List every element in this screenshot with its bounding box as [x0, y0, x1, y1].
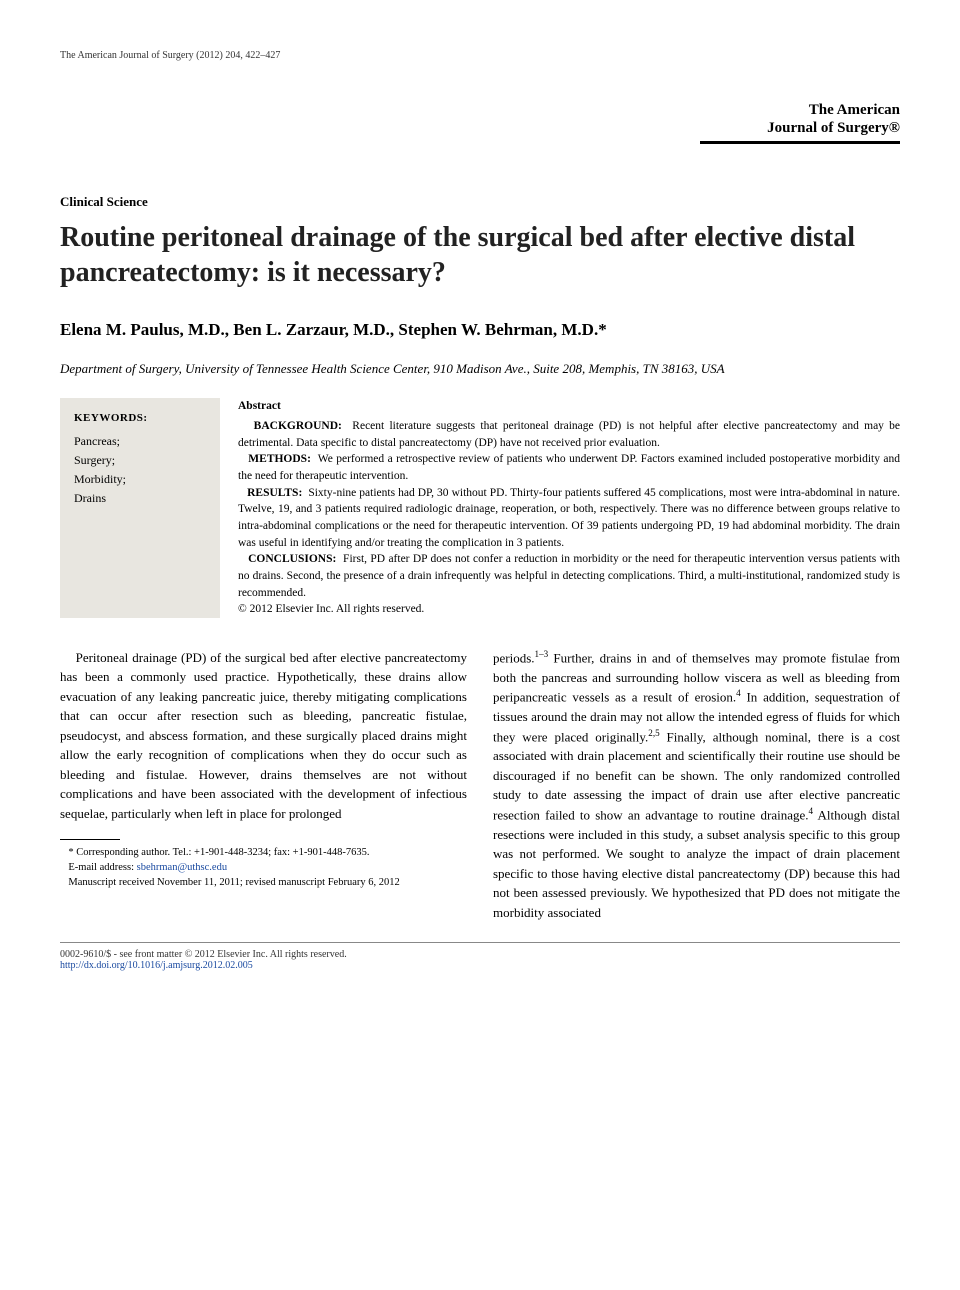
brand-rule: [700, 141, 900, 144]
body-right-para: periods.1–3 Further, drains in and of th…: [493, 648, 900, 922]
doi-link[interactable]: http://dx.doi.org/10.1016/j.amjsurg.2012…: [60, 960, 253, 971]
body-left-para: Peritoneal drainage (PD) of the surgical…: [60, 648, 467, 824]
keyword-item: Surgery;: [74, 451, 206, 470]
results-label: RESULTS:: [247, 487, 302, 499]
keyword-item: Drains: [74, 489, 206, 508]
bottom-meta: 0002-9610/$ - see front matter © 2012 El…: [60, 949, 900, 971]
body-right-e: Although distal resections were included…: [493, 807, 900, 920]
authors: Elena M. Paulus, M.D., Ben L. Zarzaur, M…: [60, 320, 900, 340]
body-columns: Peritoneal drainage (PD) of the surgical…: [60, 648, 900, 922]
footnote-rule: [60, 839, 120, 840]
journal-brand: The American Journal of Surgery®: [60, 101, 900, 137]
abstract-head: Abstract: [238, 398, 900, 415]
fn-manuscript: Manuscript received November 11, 2011; r…: [60, 876, 467, 891]
fn-corresponding: * Corresponding author. Tel.: +1-901-448…: [60, 846, 467, 861]
abstract-background: BACKGROUND: Recent literature suggests t…: [238, 418, 900, 451]
keyword-item: Pancreas;: [74, 432, 206, 451]
fn-email-link[interactable]: sbehrman@uthsc.edu: [137, 862, 227, 873]
affiliation: Department of Surgery, University of Ten…: [60, 360, 900, 378]
keywords-box: KEYWORDS: Pancreas; Surgery; Morbidity; …: [60, 398, 220, 618]
bottom-left: 0002-9610/$ - see front matter © 2012 El…: [60, 949, 347, 971]
brand-line1: The American: [60, 101, 900, 119]
abstract-conclusions: CONCLUSIONS: First, PD after DP does not…: [238, 551, 900, 601]
front-matter: 0002-9610/$ - see front matter © 2012 El…: [60, 949, 347, 960]
body-col-right: periods.1–3 Further, drains in and of th…: [493, 648, 900, 922]
cite-sup: 1–3: [535, 649, 549, 659]
methods-text: We performed a retrospective review of p…: [238, 453, 900, 482]
article-title: Routine peritoneal drainage of the surgi…: [60, 220, 900, 290]
concl-text: First, PD after DP does not confer a red…: [238, 553, 900, 598]
cite-sup: 2,5: [648, 728, 659, 738]
bg-label: BACKGROUND:: [254, 420, 342, 432]
methods-label: METHODS:: [248, 453, 311, 465]
body-col-left: Peritoneal drainage (PD) of the surgical…: [60, 648, 467, 922]
abstract-column: Abstract BACKGROUND: Recent literature s…: [238, 398, 900, 618]
abstract-methods: METHODS: We performed a retrospective re…: [238, 451, 900, 484]
abstract-row: KEYWORDS: Pancreas; Surgery; Morbidity; …: [60, 398, 900, 618]
brand-line2: Journal of Surgery®: [60, 119, 900, 137]
abstract-copyright: © 2012 Elsevier Inc. All rights reserved…: [238, 601, 900, 618]
running-head: The American Journal of Surgery (2012) 2…: [60, 50, 900, 61]
fn-email-label: E-mail address:: [68, 862, 136, 873]
bottom-rule: [60, 942, 900, 943]
fn-email: E-mail address: sbehrman@uthsc.edu: [60, 861, 467, 876]
footnotes: * Corresponding author. Tel.: +1-901-448…: [60, 846, 467, 890]
results-text: Sixty-nine patients had DP, 30 without P…: [238, 487, 900, 549]
body-right-a: periods.: [493, 650, 535, 665]
keywords-head: KEYWORDS:: [74, 410, 206, 428]
concl-label: CONCLUSIONS:: [248, 553, 336, 565]
abstract-results: RESULTS: Sixty-nine patients had DP, 30 …: [238, 485, 900, 552]
section-label: Clinical Science: [60, 194, 900, 210]
keyword-item: Morbidity;: [74, 470, 206, 489]
